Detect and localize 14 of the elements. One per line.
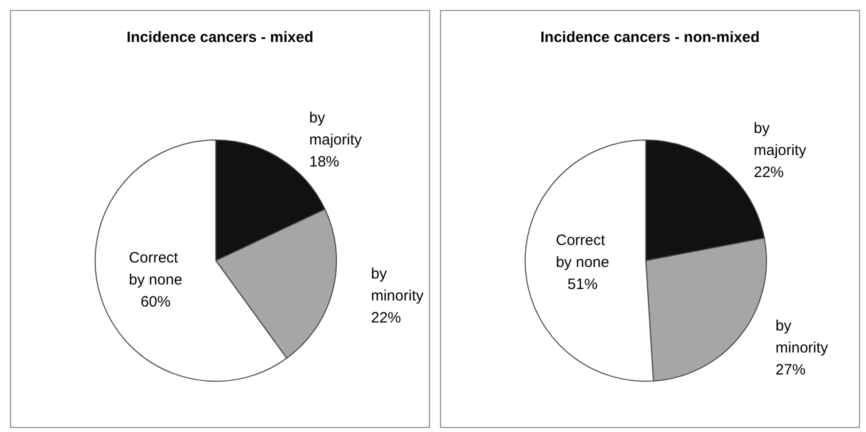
chart-title: Incidence cancers - non-mixed <box>540 29 760 46</box>
slice-label: Correct by none <box>556 232 610 272</box>
slice-label: by minority <box>370 266 424 305</box>
data-label: 27% <box>776 362 806 379</box>
data-label: 51% <box>568 276 598 294</box>
slice-label: by majority <box>754 120 807 160</box>
data-label: 60% <box>140 294 171 311</box>
slice-label: Correct by none <box>128 250 182 289</box>
slice-label: by majority <box>309 110 362 149</box>
data-label: 18% <box>309 154 340 171</box>
data-label: 22% <box>370 310 402 327</box>
chart-title: Incidence cancers - mixed <box>126 29 314 46</box>
data-label: 22% <box>754 164 784 182</box>
slice-label: by minority <box>776 318 829 357</box>
